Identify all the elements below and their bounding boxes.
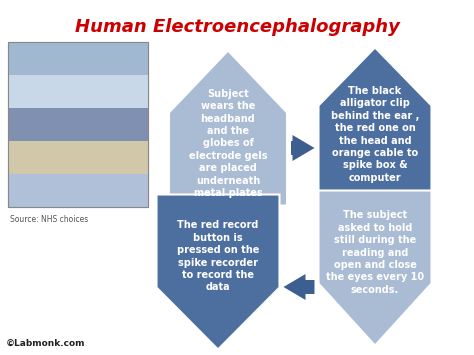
FancyBboxPatch shape [8,42,148,75]
Text: The subject
asked to hold
still during the
reading and
open and close
the eyes e: The subject asked to hold still during t… [326,210,424,295]
Text: Human Electroencephalography: Human Electroencephalography [74,18,400,36]
Polygon shape [319,48,431,192]
Text: Subject
wears the
headband
and the
globes of
electrode gels
are placed
underneat: Subject wears the headband and the globe… [189,89,267,198]
Polygon shape [319,191,431,345]
FancyBboxPatch shape [8,75,148,108]
Text: The black
alligator clip
behind the ear ,
the red one on
the head and
orange cab: The black alligator clip behind the ear … [331,86,419,183]
Polygon shape [363,166,387,202]
Polygon shape [283,274,315,300]
FancyBboxPatch shape [8,108,148,141]
Polygon shape [291,135,315,161]
FancyBboxPatch shape [8,42,148,207]
Polygon shape [169,50,287,206]
Text: ©Labmonk.com: ©Labmonk.com [6,339,85,348]
FancyBboxPatch shape [8,174,148,207]
Text: The red record
button is
pressed on the
spike recorder
to record the
data: The red record button is pressed on the … [177,220,259,293]
Polygon shape [156,195,280,350]
FancyBboxPatch shape [8,141,148,174]
Text: Source: NHS choices: Source: NHS choices [10,215,88,224]
